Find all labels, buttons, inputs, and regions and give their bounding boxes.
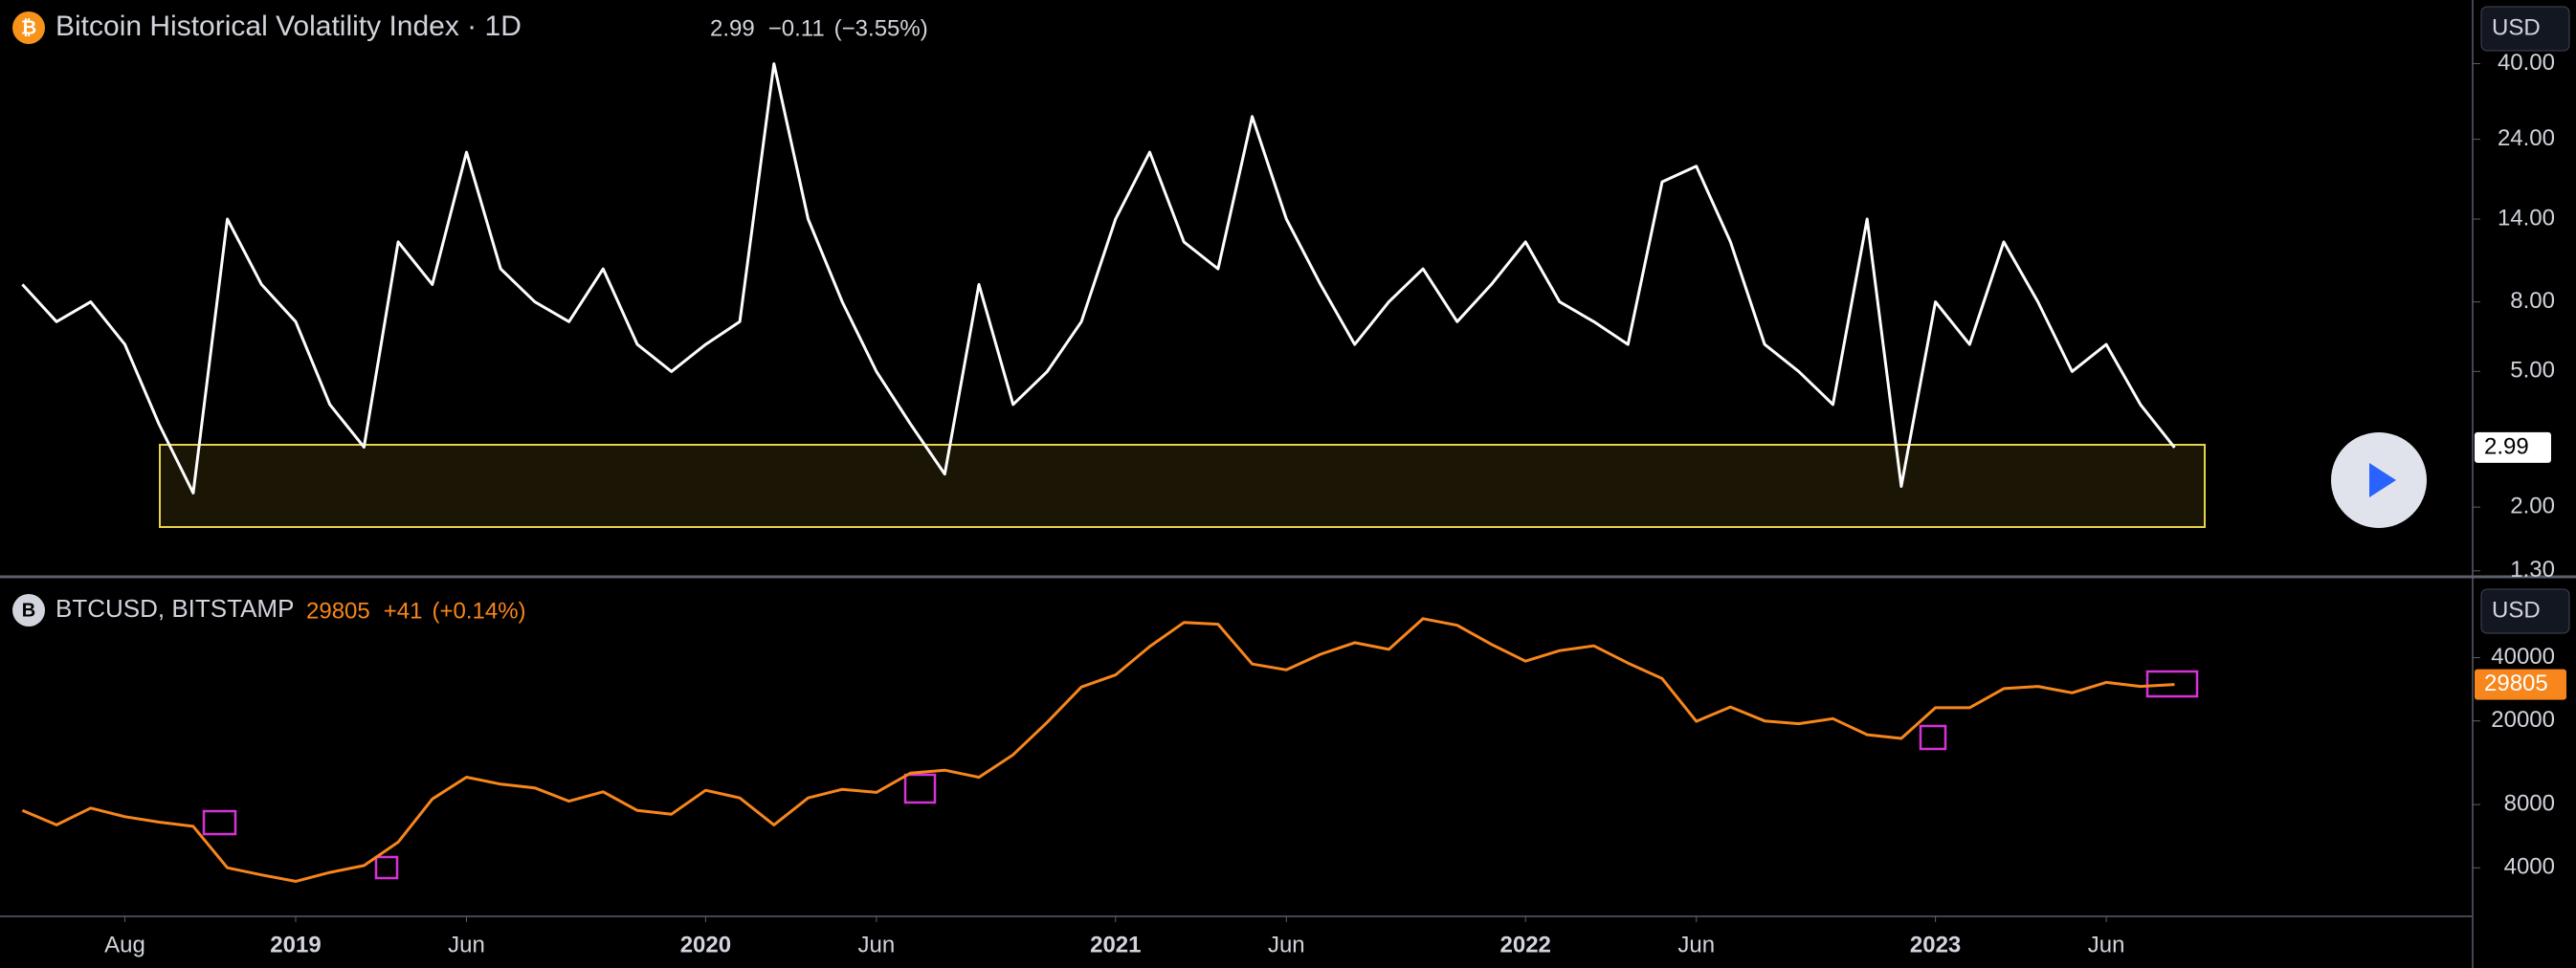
- plots: 1.30 2.00 5.00 8.00 14.00 24.00 40.00 2.99 ₿ Bitc…: [12, 6, 2570, 957]
- y-tick-label: 24.00: [2498, 125, 2555, 151]
- last-value-label: 29805: [2484, 671, 2548, 696]
- last-value-box: [2475, 669, 2566, 700]
- chart-title: BTCUSD, BITSTAMP: [56, 594, 294, 623]
- currency-button[interactable]: [2480, 6, 2570, 52]
- highlight-zone: [159, 444, 2206, 528]
- annotation-boxes: [202, 670, 2199, 880]
- x-tick-label: 2023: [1910, 932, 1961, 957]
- symbol-icon-letter: ₿: [21, 17, 36, 38]
- play-icon[interactable]: [2369, 463, 2396, 497]
- x-tick-label: Jun: [448, 932, 485, 957]
- y-tick-label: 8000: [2504, 790, 2555, 816]
- header-change: −0.11: [768, 15, 825, 41]
- symbol-icon: [12, 594, 45, 627]
- header-last: 2.99: [710, 15, 755, 41]
- chart-title: Bitcoin Historical Volatility Index · 1D: [56, 11, 522, 42]
- y-tick-label: 2.00: [2510, 493, 2555, 518]
- symbol-icon: [12, 11, 45, 44]
- x-tick-label: Aug: [104, 932, 145, 957]
- annotation-box: [202, 809, 237, 836]
- y-tick-label: 8.00: [2510, 288, 2555, 314]
- annotation-box: [2145, 670, 2199, 698]
- x-tick-label: 2021: [1090, 932, 1141, 957]
- x-tick-label: Jun: [858, 932, 896, 957]
- last-value-box: [2475, 431, 2551, 463]
- x-tick-label: Jun: [1677, 932, 1715, 957]
- annotation-box: [1919, 724, 1947, 751]
- x-tick-label: Jun: [2088, 932, 2125, 957]
- last-value-label: 2.99: [2484, 433, 2529, 459]
- annotation-box: [374, 855, 399, 880]
- y-tick-label: 5.00: [2510, 358, 2555, 384]
- data-line: [21, 617, 2175, 883]
- x-tick-label: 2022: [1500, 932, 1551, 957]
- symbol-icon-letter: B: [22, 600, 35, 621]
- y-tick-label: 14.00: [2498, 205, 2555, 231]
- y-tick-label: 20000: [2491, 707, 2555, 733]
- y-tick-label: 40.00: [2498, 50, 2555, 76]
- currency-label[interactable]: USD: [2492, 14, 2541, 40]
- data-line: [21, 62, 2176, 495]
- y-tick-label: 4000: [2504, 854, 2555, 880]
- x-tick-label: 2020: [680, 932, 731, 957]
- header-change-pct: (−3.55%): [834, 15, 928, 41]
- y-tick-label: 1.30: [2510, 557, 2555, 583]
- x-tick-label: Jun: [1268, 932, 1305, 957]
- annotation-box: [903, 773, 937, 804]
- y-tick-label: 40000: [2491, 644, 2555, 670]
- currency-button[interactable]: [2480, 588, 2570, 634]
- header-change-pct: (+0.14%): [432, 598, 525, 624]
- play-button[interactable]: [2331, 432, 2427, 528]
- currency-label[interactable]: USD: [2492, 597, 2541, 623]
- x-tick-label: 2019: [270, 932, 321, 957]
- header-last: 29805: [306, 598, 370, 624]
- header-change: +41: [384, 598, 423, 624]
